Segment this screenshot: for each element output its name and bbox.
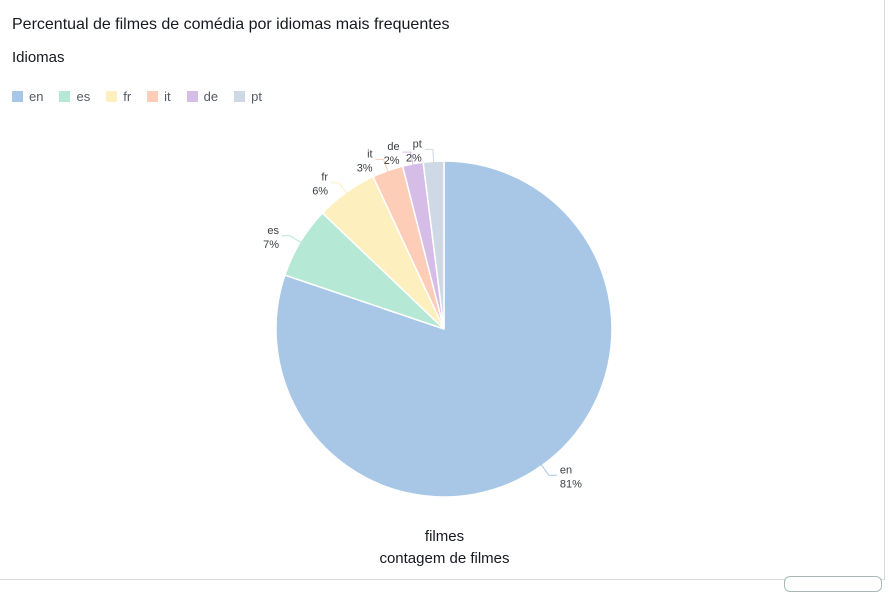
legend-label-en: en [29, 89, 44, 104]
legend-swatch-pt [234, 91, 246, 102]
slice-value-label-en: 81% [560, 478, 582, 490]
legend-title: Idiomas [12, 49, 65, 66]
legend-item-pt[interactable]: pt [234, 89, 262, 104]
leader-line-en [540, 463, 557, 476]
leader-line-de [402, 151, 414, 166]
slice-value-label-it: 3% [357, 162, 373, 174]
slice-category-label-pt: pt [413, 138, 422, 150]
slice-category-label-es: es [267, 225, 279, 237]
leader-line-pt [424, 148, 435, 164]
leader-line-fr [331, 182, 348, 195]
chart-options-button[interactable] [784, 576, 882, 592]
slice-category-label-de: de [387, 141, 399, 153]
slice-value-label-de: 2% [384, 155, 400, 167]
leader-line-it [375, 158, 389, 173]
slice-category-label-fr: fr [321, 172, 328, 184]
legend: en es fr it de pt [12, 89, 278, 104]
legend-label-es: es [76, 89, 91, 104]
legend-item-en[interactable]: en [12, 89, 43, 104]
legend-label-de: de [203, 89, 219, 104]
legend-item-de[interactable]: de [186, 89, 219, 104]
slice-value-label-pt: 2% [406, 152, 422, 164]
slice-value-label-es: 7% [263, 239, 279, 251]
legend-item-es[interactable]: es [59, 89, 90, 104]
legend-label-it: it [164, 89, 171, 104]
legend-swatch-fr [106, 91, 118, 102]
leader-line-es [282, 235, 303, 244]
slice-category-label-it: it [367, 148, 373, 160]
legend-swatch-de [186, 91, 198, 102]
legend-swatch-en [12, 91, 23, 102]
legend-swatch-es [59, 91, 71, 102]
slice-value-label-fr: 6% [312, 186, 328, 198]
slice-category-label-en: en [560, 464, 572, 476]
aggregation-label: contagem de filmes [379, 550, 510, 567]
legend-item-it[interactable]: it [147, 89, 171, 104]
legend-label-fr: fr [123, 89, 132, 104]
measure-label: filmes [424, 528, 465, 545]
legend-swatch-it [147, 91, 159, 102]
chart-title: Percentual de filmes de comédia por idio… [12, 16, 450, 33]
legend-item-fr[interactable]: fr [106, 89, 131, 104]
legend-label-pt: pt [251, 89, 262, 104]
chart-frame [0, 0, 885, 580]
